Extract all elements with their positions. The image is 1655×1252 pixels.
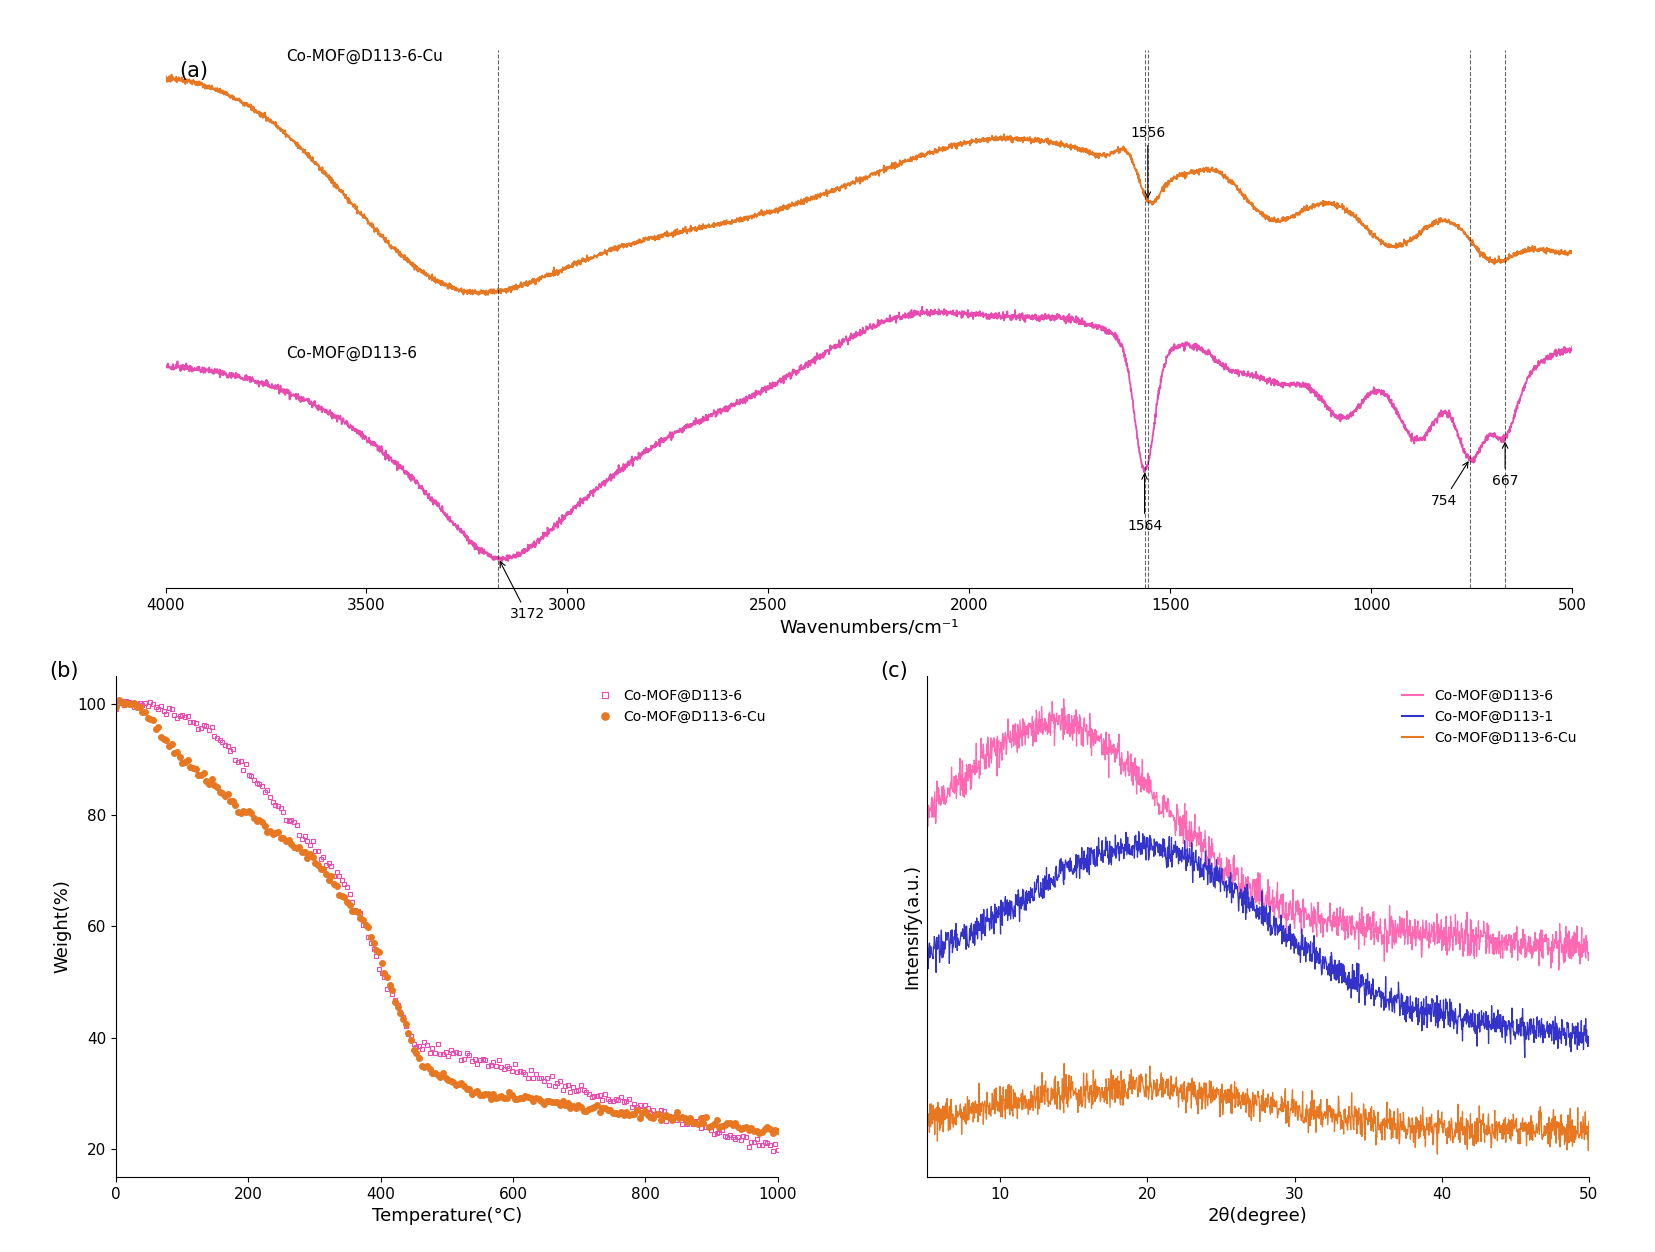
- Co-MOF@D113-6: [382, 987, 402, 1002]
- Co-MOF@D113-6-Cu: [745, 1124, 765, 1139]
- Legend: Co-MOF@D113-6, Co-MOF@D113-6-Cu: Co-MOF@D113-6, Co-MOF@D113-6-Cu: [589, 684, 771, 729]
- Co-MOF@D113-6-Cu: [750, 1126, 770, 1141]
- Text: Co-MOF@D113-6: Co-MOF@D113-6: [286, 346, 417, 361]
- Co-MOF@D113-6-Cu: [217, 786, 237, 801]
- Co-MOF@D113-6: [374, 970, 394, 985]
- Co-MOF@D113-6: [745, 1134, 765, 1149]
- Text: 667: 667: [1491, 443, 1518, 488]
- Text: (b): (b): [50, 661, 79, 681]
- Text: 1556: 1556: [1130, 126, 1165, 198]
- Co-MOF@D113-6: [566, 1083, 586, 1098]
- Co-MOF@D113-6-Cu: [566, 1101, 586, 1116]
- Co-MOF@D113-6-Cu: [106, 700, 126, 715]
- Co-MOF@D113-6-Cu: [768, 1123, 788, 1138]
- Co-MOF@D113-6-Cu: [109, 692, 129, 707]
- Legend: Co-MOF@D113-6, Co-MOF@D113-1, Co-MOF@D113-6-Cu: Co-MOF@D113-6, Co-MOF@D113-1, Co-MOF@D11…: [1397, 684, 1582, 750]
- X-axis label: Temperature(°C): Temperature(°C): [372, 1207, 521, 1226]
- Co-MOF@D113-6-Cu: [374, 965, 394, 980]
- X-axis label: 2θ(degree): 2θ(degree): [1208, 1207, 1307, 1226]
- Text: (a): (a): [179, 61, 209, 81]
- Text: Co-MOF@D113-6-Cu: Co-MOF@D113-6-Cu: [286, 49, 444, 64]
- Co-MOF@D113-6: [217, 739, 237, 754]
- Co-MOF@D113-6: [111, 694, 131, 709]
- Text: 1564: 1564: [1127, 473, 1162, 533]
- Line: Co-MOF@D113-6-Cu: Co-MOF@D113-6-Cu: [113, 697, 781, 1136]
- Y-axis label: Weight(%): Weight(%): [53, 880, 71, 973]
- Co-MOF@D113-6: [763, 1143, 783, 1158]
- Text: 754: 754: [1430, 462, 1468, 508]
- X-axis label: Wavenumbers/cm⁻¹: Wavenumbers/cm⁻¹: [780, 618, 958, 637]
- Co-MOF@D113-6: [768, 1142, 788, 1157]
- Y-axis label: Intensify(a.u.): Intensify(a.u.): [904, 864, 922, 989]
- Co-MOF@D113-6-Cu: [492, 1088, 511, 1103]
- Line: Co-MOF@D113-6: Co-MOF@D113-6: [114, 699, 780, 1153]
- Co-MOF@D113-6: [492, 1060, 511, 1075]
- Co-MOF@D113-6: [106, 701, 126, 716]
- Co-MOF@D113-6-Cu: [382, 983, 402, 998]
- Text: 3172: 3172: [500, 562, 544, 621]
- Text: (c): (c): [880, 661, 909, 681]
